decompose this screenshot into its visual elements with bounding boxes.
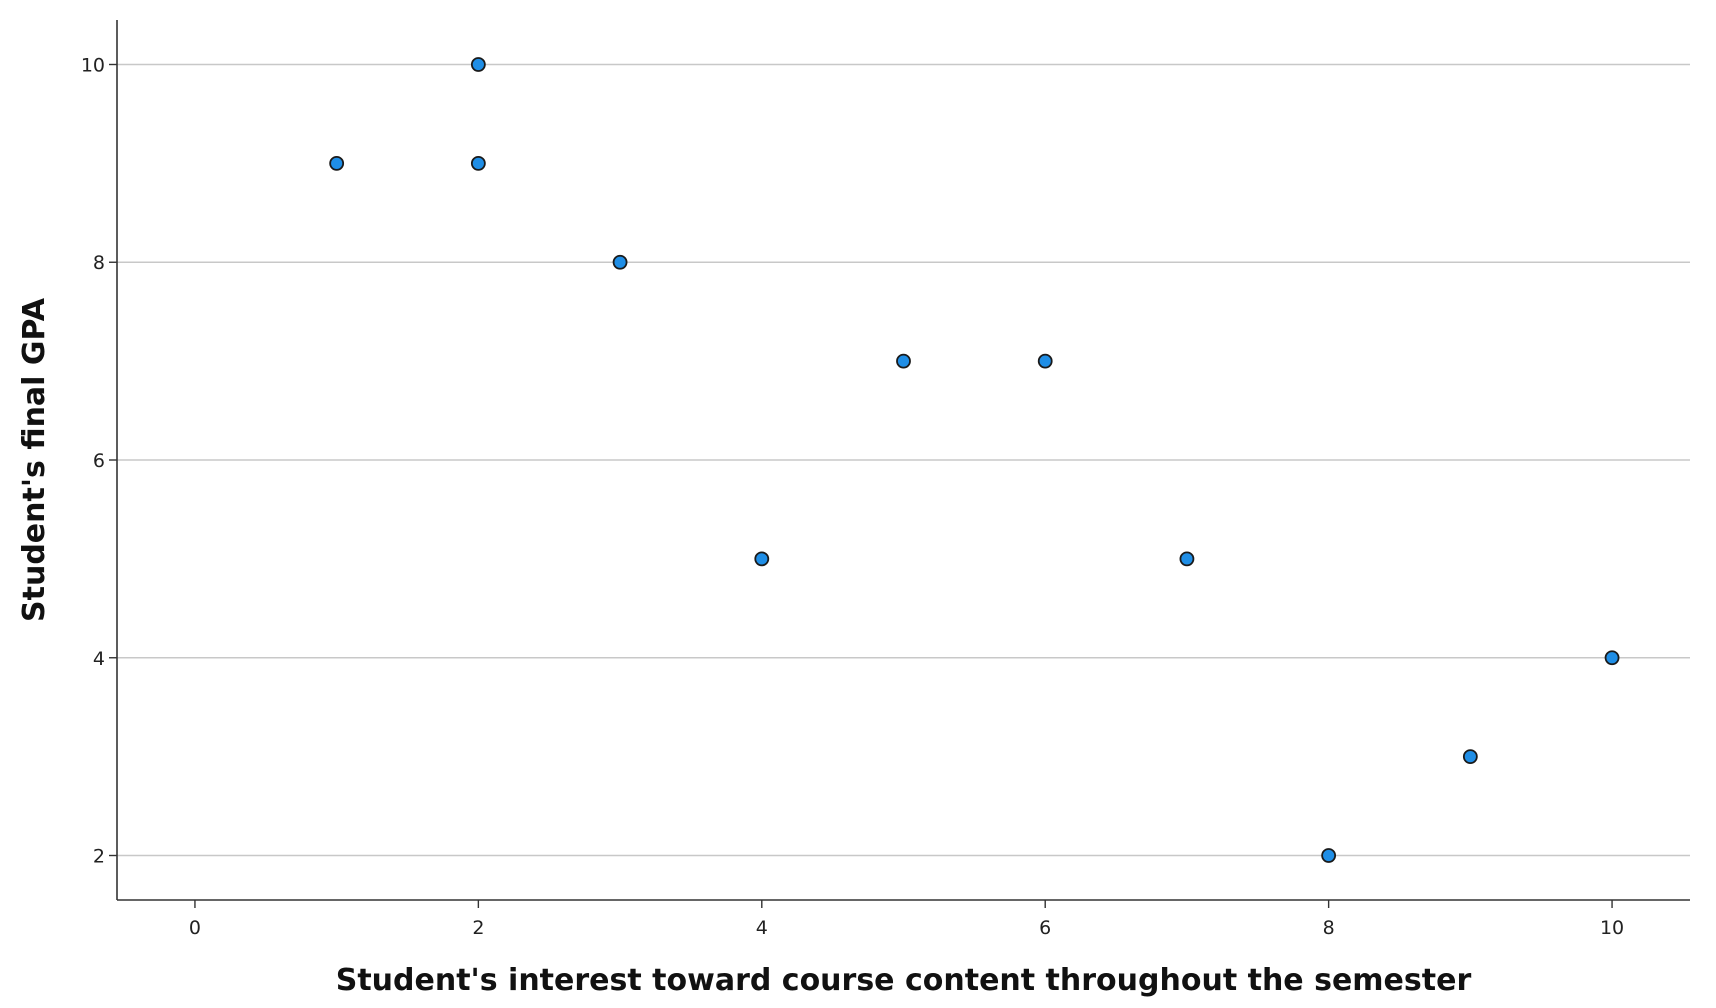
- y-axis-title: Student's final GPA: [17, 297, 52, 622]
- data-point-9: [1321, 848, 1337, 863]
- data-point-2: [470, 57, 486, 72]
- y-tick-label: 6: [93, 450, 105, 472]
- data-point-3: [470, 155, 486, 171]
- x-tick-label: 8: [1323, 917, 1335, 939]
- x-tick-label: 2: [472, 917, 484, 939]
- y-tick-label: 2: [93, 846, 105, 868]
- y-tick-label: 10: [81, 54, 105, 76]
- x-tick-label: 10: [1600, 917, 1624, 939]
- data-point-7: [1037, 353, 1053, 369]
- y-tick-label: 8: [93, 252, 105, 274]
- data-points: [329, 57, 1620, 863]
- data-point-4: [612, 254, 628, 270]
- y-axis-ticks: 2 4 6 8 10: [81, 54, 117, 868]
- x-tick-label: 6: [1039, 917, 1051, 939]
- data-point-8: [1179, 551, 1195, 567]
- x-tick-label: 4: [756, 917, 768, 939]
- gridlines: [117, 63, 1690, 857]
- data-point-10: [1462, 749, 1478, 765]
- x-tick-label: 0: [189, 917, 201, 939]
- x-axis-ticks: 0 2 4 6 8 10: [189, 900, 1624, 939]
- y-tick-label: 4: [93, 648, 105, 670]
- data-point-6: [896, 353, 911, 369]
- data-point-11: [1604, 650, 1620, 666]
- data-point-1: [329, 155, 345, 171]
- x-axis-title: Student's interest toward course content…: [336, 963, 1472, 998]
- data-point-5: [754, 551, 770, 567]
